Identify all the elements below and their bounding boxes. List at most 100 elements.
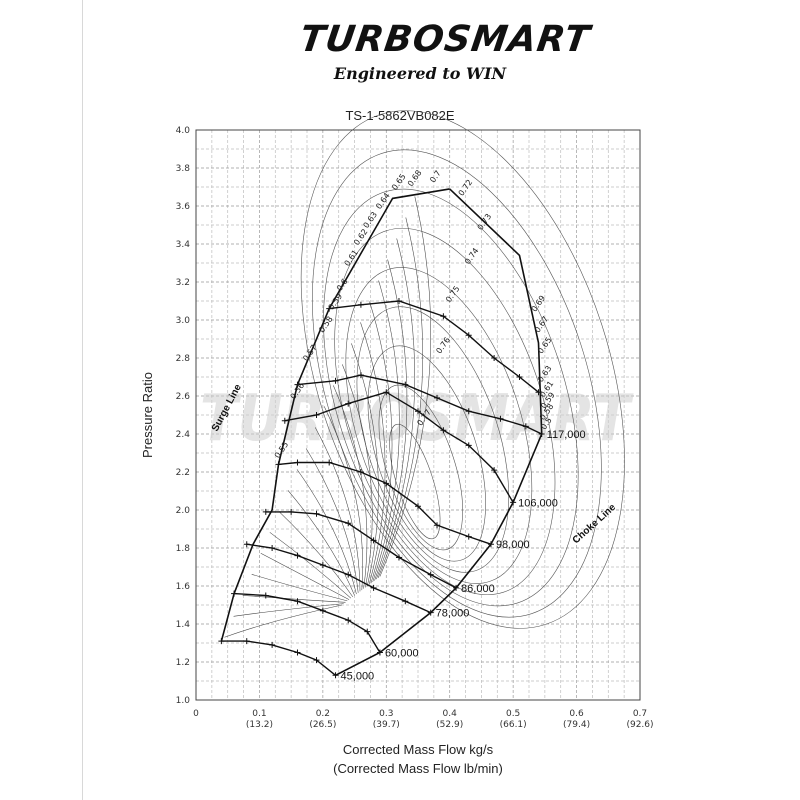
efficiency-contour — [323, 188, 579, 607]
speed-line-marker — [345, 520, 352, 527]
efficiency-contour — [305, 448, 359, 593]
efficiency-contour — [378, 384, 463, 551]
x-tick-label: 0 — [193, 709, 199, 719]
speed-line-marker — [434, 522, 441, 529]
speed-line-marker — [427, 571, 434, 578]
speed-line — [329, 300, 539, 393]
y-tick-label: 3.4 — [176, 240, 191, 250]
speed-line-marker — [319, 562, 326, 569]
y-tick-label: 1.4 — [176, 620, 191, 630]
speed-line-marker — [281, 417, 288, 424]
y-tick-label: 1.8 — [176, 544, 191, 554]
speed-line-marker — [440, 427, 447, 434]
efficiency-label: 0.68 — [406, 168, 424, 188]
speed-line-label: 106,000 — [518, 497, 558, 509]
efficiency-contour — [377, 217, 423, 579]
x-tick-sublabel: (79.4) — [563, 720, 590, 730]
speed-line — [221, 640, 336, 676]
efficiency-contour — [389, 423, 441, 540]
efficiency-label: 0.64 — [374, 191, 392, 211]
chart-title: TS-1-5862VB082E — [345, 108, 455, 123]
speed-line-label: 86,000 — [461, 583, 495, 595]
speed-line-marker — [522, 423, 529, 430]
efficiency-contour — [278, 511, 354, 598]
watermark: TURBOSMART — [200, 382, 634, 456]
y-tick-label: 2.0 — [176, 506, 191, 516]
speed-line-marker — [402, 381, 409, 388]
efficiency-contour — [356, 306, 510, 573]
speed-line-label: 45,000 — [341, 670, 375, 682]
y-tick-label: 4.0 — [176, 126, 191, 136]
speed-line-marker — [395, 298, 402, 304]
speed-line-marker — [491, 355, 498, 361]
speed-line-marker — [269, 641, 276, 648]
x-tick-sublabel: (52.9) — [436, 720, 463, 730]
x-tick-label: 0.3 — [379, 709, 393, 719]
efficiency-label: 0.58 — [317, 315, 335, 335]
x-tick-label: 0.4 — [443, 709, 458, 719]
efficiency-contour — [379, 196, 432, 577]
speed-line-marker — [395, 554, 402, 561]
speed-line-marker — [465, 332, 472, 339]
efficiency-contour — [269, 532, 352, 599]
x-tick-label: 0.6 — [569, 709, 584, 719]
speed-line-marker — [357, 301, 364, 308]
speed-line-marker — [440, 313, 447, 320]
efficiency-contour — [312, 149, 602, 618]
speed-lines — [218, 298, 545, 679]
speed-line-marker — [364, 628, 371, 635]
y-tick-label: 3.2 — [176, 278, 190, 288]
efficiency-contour — [333, 385, 368, 589]
axes: 1.0 1.2 1.4 1.6 1.8 2.0 2.2 2.4 2.6 2.8 3.0 3.2 3.4 3… — [176, 126, 654, 730]
speed-line-marker — [326, 459, 333, 466]
speed-line-marker — [491, 467, 498, 474]
efficiency-contour — [242, 595, 346, 603]
efficiency-contour — [287, 490, 355, 596]
grid — [196, 130, 640, 700]
speed-line-marker — [516, 374, 523, 380]
efficiency-contour — [251, 574, 348, 602]
efficiency-contour — [300, 110, 625, 629]
plot-frame — [195, 129, 641, 701]
speed-line-marker — [465, 533, 472, 540]
y-tick-label: 2.6 — [176, 392, 191, 402]
y-tick-label: 2.8 — [176, 354, 191, 364]
speed-line-marker — [357, 469, 364, 475]
speed-line-marker — [332, 377, 339, 384]
efficiency-contour — [369, 301, 393, 584]
x-tick-sublabel: (13.2) — [246, 720, 273, 730]
x-tick-label: 0.7 — [633, 709, 647, 719]
map-boundary — [220, 188, 543, 677]
speed-line-marker — [383, 480, 390, 487]
speed-line-marker — [370, 537, 377, 544]
speed-line-marker — [262, 592, 269, 599]
efficiency-contour — [367, 345, 486, 562]
speed-line-marker — [370, 584, 377, 591]
speed-line-label: 98,000 — [496, 539, 530, 551]
speed-line-marker — [288, 508, 295, 515]
brand-tagline: Engineered to WIN — [333, 64, 507, 83]
speed-line-marker — [313, 510, 320, 517]
speed-line-marker — [402, 598, 409, 605]
y-axis-title: Pressure Ratio — [140, 372, 155, 458]
x-tick-label: 0.2 — [316, 709, 330, 719]
speed-line — [278, 461, 492, 545]
efficiency-contour — [296, 469, 357, 595]
efficiency-label: 0.7 — [428, 169, 443, 185]
y-tick-label: 1.2 — [176, 658, 190, 668]
efficiency-contour — [372, 280, 400, 582]
speed-line-marker — [313, 412, 320, 418]
efficiency-contour — [334, 227, 556, 596]
speed-line-marker — [434, 394, 441, 401]
speed-line-marker — [383, 389, 390, 396]
efficiency-contour — [345, 267, 533, 584]
efficiency-contour — [224, 604, 342, 638]
speed-line-marker — [243, 541, 250, 548]
surge-line — [220, 188, 450, 642]
efficiency-contours — [224, 110, 625, 638]
choke-line-label: Choke Line — [571, 502, 619, 547]
speed-line — [265, 511, 457, 589]
speed-line-marker — [357, 372, 364, 379]
efficiency-contour — [314, 427, 361, 592]
